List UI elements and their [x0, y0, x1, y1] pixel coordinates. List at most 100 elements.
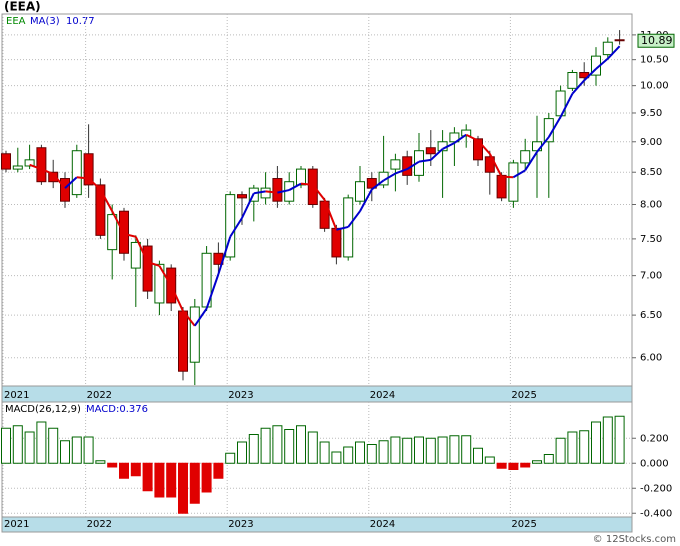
y-tick-label: 8.00: [640, 200, 662, 211]
macd-bar: [142, 462, 153, 492]
x-tick-label: 2023: [228, 390, 253, 401]
ma-segment: [193, 308, 208, 327]
macd-bar: [284, 429, 295, 464]
ma-segment: [406, 160, 420, 170]
ma-segment: [347, 210, 361, 228]
footer: © 12Stocks.com: [593, 534, 676, 545]
candle-body: [307, 168, 318, 206]
macd-bar: [166, 462, 177, 498]
macd-bar: [390, 436, 401, 464]
macd-bar: [225, 452, 236, 464]
macd-bar: [260, 427, 271, 464]
macd-bar: [579, 430, 590, 464]
macd-bar: [437, 436, 448, 464]
macd-bar: [591, 421, 601, 464]
candle-body: [60, 178, 70, 202]
ma-segment: [312, 184, 326, 201]
macd-bar: [95, 460, 106, 464]
candle-body: [355, 181, 365, 202]
ma-segment: [217, 236, 232, 275]
ma-segment: [123, 232, 137, 238]
ma-segment: [170, 285, 184, 312]
macd-bar: [83, 436, 94, 464]
ma-segment: [52, 173, 66, 189]
macd-bar: [461, 435, 472, 464]
y-tick-label: 6.50: [640, 310, 662, 321]
x-tick-label: 2024: [370, 519, 395, 530]
y-tick-label: 7.50: [640, 234, 662, 245]
macd-bar: [119, 462, 129, 479]
macd-bar: [296, 425, 306, 464]
macd-bar: [331, 451, 342, 464]
macd-bar: [201, 462, 212, 493]
macd-bar: [520, 462, 531, 468]
macd-legend: MACD(26,12,9): [5, 404, 81, 415]
candle-body: [48, 171, 59, 183]
candle-body: [12, 165, 23, 170]
price-tag: [637, 33, 675, 48]
macd-bar: [378, 440, 389, 464]
macd-bar: [508, 462, 519, 470]
candle-body: [83, 153, 94, 186]
x-tick-label: 2022: [87, 390, 112, 401]
candle-body: [142, 245, 153, 292]
y-tick-label: 0.000: [640, 458, 669, 469]
macd-bar: [414, 436, 424, 464]
candle-body: [71, 150, 82, 196]
candle-body: [130, 241, 141, 269]
ma-segment: [559, 93, 574, 118]
macd-bar: [154, 462, 165, 498]
macd-bar: [237, 441, 247, 464]
macd-bar: [213, 462, 224, 479]
ma-segment: [182, 310, 196, 327]
ma-segment: [253, 190, 266, 195]
macd-bar: [71, 436, 82, 464]
ma-segment: [205, 273, 220, 309]
macd-bar: [130, 462, 141, 477]
candle-body: [225, 194, 236, 258]
macd-bar: [567, 431, 578, 464]
macd-bar: [60, 440, 70, 464]
x-tick-label: 2021: [4, 519, 29, 530]
candle-body: [296, 168, 306, 186]
candle-body: [614, 39, 625, 42]
ma-segment: [134, 236, 149, 263]
ma-segment: [87, 177, 102, 191]
ma-segment: [501, 175, 514, 179]
ma-segment: [477, 139, 491, 155]
macd-value: MACD:0.376: [86, 404, 148, 415]
macd-bar: [272, 425, 283, 464]
ma-segment: [607, 45, 621, 60]
macd-bar: [496, 462, 507, 469]
ma-segment: [76, 176, 89, 180]
ma-segment: [99, 188, 114, 212]
candle-body: [496, 174, 507, 199]
candle-body: [24, 159, 35, 167]
ma-segment: [41, 168, 54, 176]
ma-segment: [547, 116, 562, 138]
y-tick-label: 6.00: [640, 353, 662, 364]
y-tick-label: 9.50: [640, 108, 662, 119]
candle-body: [237, 194, 247, 199]
ma-segment: [229, 217, 243, 238]
candle-body: [414, 150, 424, 176]
y-tick-label: -0.400: [640, 508, 672, 519]
ma-segment: [147, 261, 160, 267]
candle-body: [473, 138, 483, 161]
ma-segment: [300, 182, 313, 186]
x-tick-label: 2024: [370, 390, 395, 401]
ma-segment: [512, 169, 526, 179]
ma-segment: [453, 133, 467, 144]
candle-body: [154, 263, 165, 304]
legend-symbol: EEA: [6, 16, 26, 27]
macd-bar: [319, 441, 330, 464]
macd-bar: [555, 437, 566, 464]
y-tick-label: 8.50: [640, 167, 662, 178]
ma-segment: [488, 153, 503, 178]
candle-body: [425, 147, 436, 155]
candle-body: [95, 184, 106, 236]
candle-body: [508, 162, 519, 202]
ma-segment: [536, 136, 550, 153]
ma-segment: [383, 172, 396, 182]
candle-body: [567, 72, 578, 89]
